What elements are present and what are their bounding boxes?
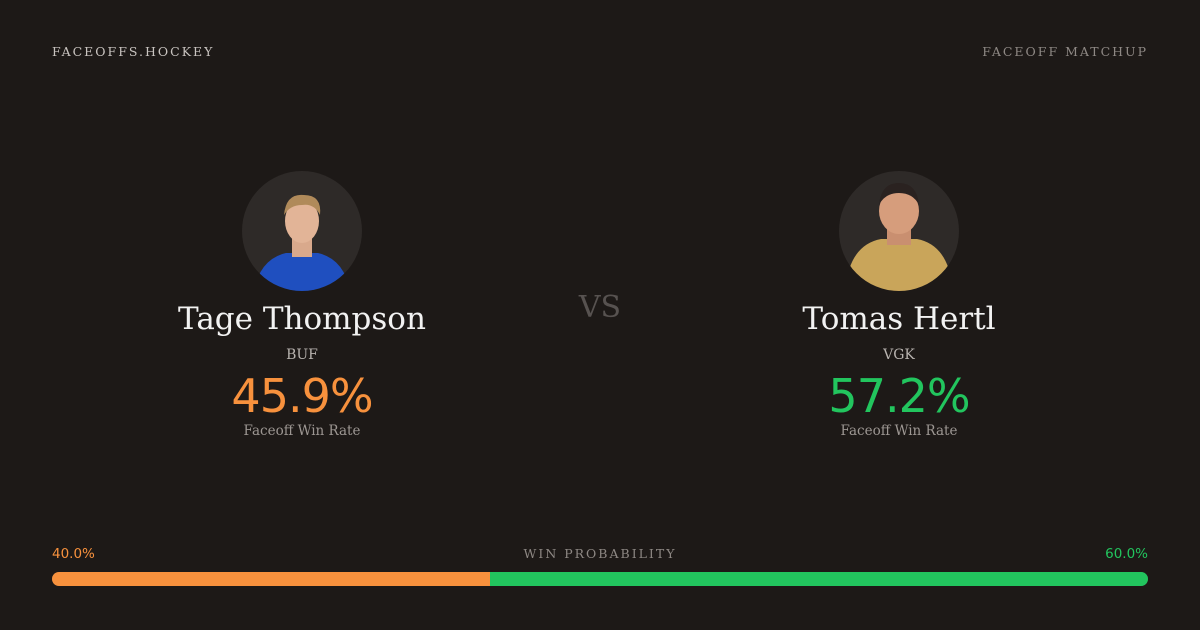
avatar <box>839 171 959 291</box>
player-card: Tomas Hertl VGK 57.2% Faceoff Win Rate <box>699 171 1099 439</box>
player-card: Tage Thompson BUF 45.9% Faceoff Win Rate <box>102 171 502 439</box>
team: BUF <box>286 347 318 363</box>
win-rate: 57.2% <box>828 369 970 423</box>
probability-label: WIN PROBABILITY <box>523 546 677 561</box>
bar-right <box>490 572 1148 586</box>
team: VGK <box>883 347 915 363</box>
win-rate: 45.9% <box>231 369 373 423</box>
player-name: Tomas Hertl <box>802 301 996 337</box>
probability-left: 40.0% <box>52 546 95 562</box>
win-rate-label: Faceoff Win Rate <box>840 423 958 439</box>
vs: VS <box>578 290 622 325</box>
header-label: FACEOFF MATCHUP <box>982 44 1148 59</box>
brand: FACEOFFS.HOCKEY <box>52 44 215 59</box>
probability-right: 60.0% <box>1105 546 1148 562</box>
probability-bar <box>52 572 1148 586</box>
player-name: Tage Thompson <box>178 301 426 337</box>
bar-left <box>52 572 491 586</box>
avatar <box>242 171 362 291</box>
win-rate-label: Faceoff Win Rate <box>243 423 361 439</box>
